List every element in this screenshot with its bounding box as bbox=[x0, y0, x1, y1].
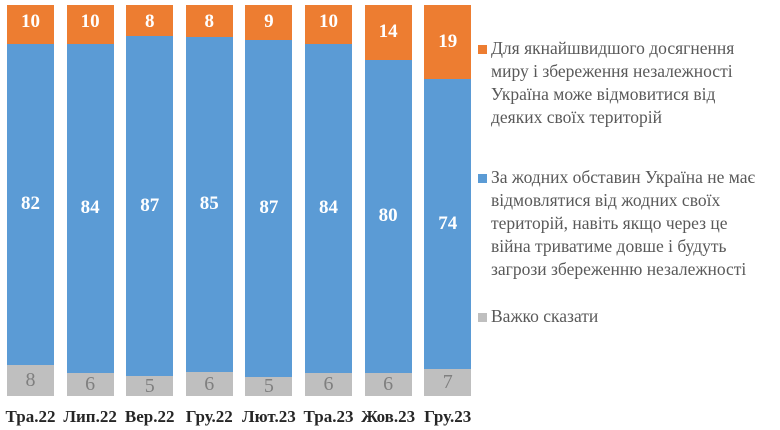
x-axis-label: Лип.22 bbox=[63, 407, 117, 426]
bar-column: 10 84 6 bbox=[66, 5, 114, 396]
segment-never-cede: 84 bbox=[66, 44, 114, 373]
x-axis-label: Лют.23 bbox=[242, 407, 296, 426]
segment-hard-to-say: 7 bbox=[424, 368, 472, 396]
segment-hard-to-say: 6 bbox=[185, 372, 233, 396]
data-label: 6 bbox=[204, 372, 215, 395]
data-label: 8 bbox=[204, 11, 215, 32]
data-label: 74 bbox=[438, 212, 458, 234]
legend-label: Важко сказати bbox=[491, 306, 599, 326]
x-axis-label: Гру.23 bbox=[424, 407, 472, 426]
bar-column: 19 74 7 bbox=[424, 5, 472, 396]
bar-column: 10 82 8 bbox=[7, 5, 54, 396]
segment-never-cede: 87 bbox=[126, 36, 174, 377]
data-label: 84 bbox=[319, 197, 338, 219]
segment-hard-to-say: 6 bbox=[305, 372, 352, 396]
bar-column: 10 84 6 bbox=[305, 5, 352, 396]
legend-swatch-gray bbox=[478, 313, 487, 322]
x-axis-label: Жов.23 bbox=[361, 407, 416, 426]
segment-never-cede: 82 bbox=[7, 44, 54, 365]
segment-cede-territories: 10 bbox=[7, 5, 54, 45]
segment-cede-territories: 14 bbox=[364, 5, 412, 60]
legend-label: Для якнайшвидшого досягнення миру і збер… bbox=[491, 38, 735, 127]
data-label: 6 bbox=[383, 372, 394, 395]
segment-never-cede: 80 bbox=[364, 59, 412, 373]
data-label: 19 bbox=[438, 31, 458, 53]
x-axis-label: Вер.22 bbox=[124, 407, 175, 426]
data-label: 7 bbox=[442, 370, 453, 393]
data-label: 5 bbox=[144, 374, 155, 397]
data-label: 80 bbox=[378, 205, 398, 227]
data-label: 10 bbox=[80, 11, 100, 32]
segment-hard-to-say: 6 bbox=[364, 372, 412, 396]
data-label: 9 bbox=[264, 11, 274, 32]
x-axis-label: Гру.22 bbox=[185, 407, 233, 426]
segment-hard-to-say: 5 bbox=[245, 374, 293, 397]
data-label: 82 bbox=[21, 193, 40, 215]
x-axis-label: Тра.22 bbox=[5, 407, 56, 426]
data-label: 6 bbox=[323, 372, 334, 395]
segment-cede-territories: 9 bbox=[245, 5, 293, 40]
segment-hard-to-say: 5 bbox=[126, 374, 174, 397]
data-label: 87 bbox=[140, 195, 160, 217]
legend-label: За жодних обставин Україна не має відмов… bbox=[491, 167, 755, 279]
legend-swatch-blue bbox=[478, 174, 487, 183]
data-label: 10 bbox=[319, 11, 338, 32]
segment-hard-to-say: 8 bbox=[7, 364, 54, 396]
segment-hard-to-say: 6 bbox=[66, 372, 114, 396]
data-label: 85 bbox=[199, 193, 219, 215]
bar-column: 14 80 6 bbox=[364, 5, 412, 396]
data-label: 10 bbox=[21, 11, 40, 32]
bar-column: 8 87 5 bbox=[126, 5, 174, 397]
data-label: 6 bbox=[85, 372, 96, 395]
segment-never-cede: 85 bbox=[185, 36, 233, 373]
data-label: 5 bbox=[263, 374, 274, 397]
data-label: 8 bbox=[25, 368, 36, 391]
bar-column: 8 85 6 bbox=[185, 5, 233, 396]
data-label: 14 bbox=[378, 21, 398, 43]
x-axis-label: Тра.23 bbox=[303, 407, 354, 426]
data-label: 8 bbox=[144, 11, 155, 32]
segment-never-cede: 74 bbox=[424, 79, 472, 369]
segment-cede-territories: 10 bbox=[66, 5, 114, 45]
legend-item-hard-to-say: Важко сказати bbox=[478, 305, 598, 328]
segment-cede-territories: 10 bbox=[305, 5, 352, 45]
data-label: 87 bbox=[259, 197, 279, 219]
legend-item-cede-territories: Для якнайшвидшого досягнення миру і збер… bbox=[478, 37, 734, 129]
segment-cede-territories: 19 bbox=[424, 5, 472, 80]
segment-never-cede: 87 bbox=[245, 39, 293, 377]
legend-item-never-cede: За жодних обставин Україна не має відмов… bbox=[478, 166, 755, 281]
legend-swatch-orange bbox=[478, 45, 487, 54]
segment-cede-territories: 8 bbox=[185, 5, 233, 37]
segment-never-cede: 84 bbox=[305, 44, 352, 373]
data-label: 84 bbox=[80, 197, 100, 219]
segment-cede-territories: 8 bbox=[126, 5, 174, 37]
bar-column: 9 87 5 bbox=[245, 5, 293, 397]
